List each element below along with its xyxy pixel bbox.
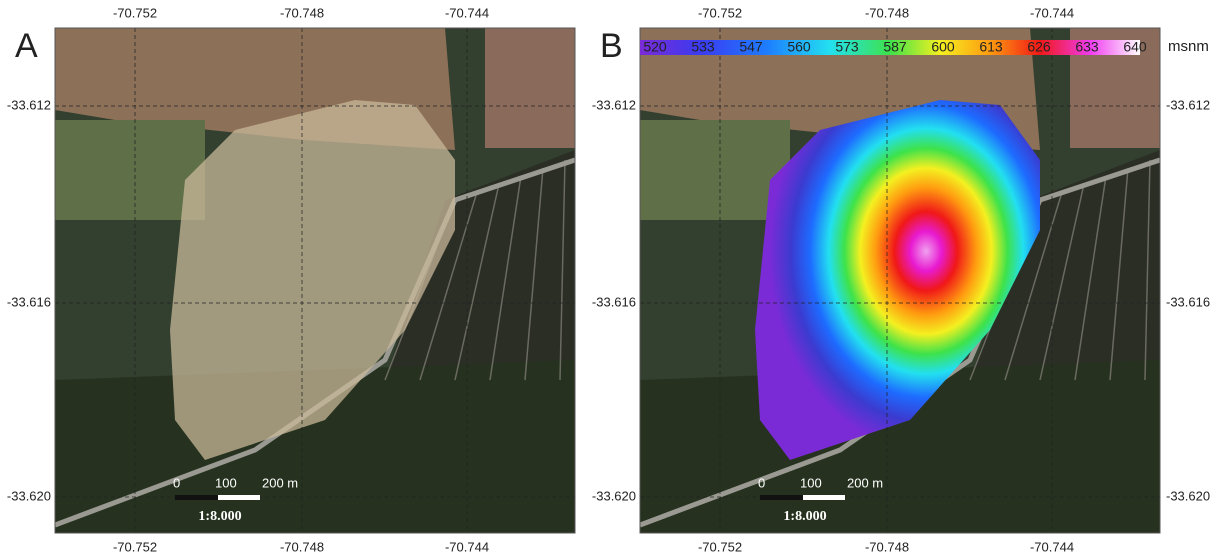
scale-bar-white <box>803 495 845 500</box>
figure: A -70.752 -70.748 -70.744 -70.752 -70.748 -70.… <box>0 0 1226 559</box>
colorbar-label: 533 <box>691 39 715 55</box>
colorbar-label: 573 <box>835 39 859 55</box>
top-tick-label: -70.744 <box>445 5 489 20</box>
scale-bar-white <box>218 495 260 500</box>
top-tick-label: -70.748 <box>280 5 324 20</box>
scale-label: 200 m <box>262 475 298 490</box>
scale-label: 0 <box>758 475 765 490</box>
scale-ratio: 1:8.000 <box>783 509 826 524</box>
bottom-tick-label: -70.748 <box>280 539 324 554</box>
left-tick-label: -33.616 <box>7 294 51 309</box>
right-tick-label: -33.616 <box>1166 294 1210 309</box>
scale-bar-black <box>760 495 803 500</box>
scale-label: 200 m <box>847 475 883 490</box>
top-tick-label: -70.752 <box>698 5 742 20</box>
scale-label: 0 <box>173 475 180 490</box>
colorbar-label: 600 <box>931 39 955 55</box>
scale-ratio: 1:8.000 <box>198 509 241 524</box>
left-tick-label: -33.620 <box>592 488 636 503</box>
field <box>485 28 575 148</box>
top-tick-label: -70.748 <box>865 5 909 20</box>
colorbar-label: 633 <box>1075 39 1099 55</box>
right-tick-label: -33.620 <box>1166 488 1210 503</box>
colorbar-label: 547 <box>739 39 763 55</box>
colorbar-label: 626 <box>1027 39 1051 55</box>
map-panel <box>55 28 575 533</box>
scale-label: 100 <box>800 475 822 490</box>
bottom-tick-label: -70.744 <box>1030 539 1074 554</box>
top-tick-label: -70.744 <box>1030 5 1074 20</box>
colorbar-label: 520 <box>643 39 667 55</box>
colorbar-label: 613 <box>979 39 1003 55</box>
colorbar-label: 640 <box>1123 39 1147 55</box>
left-tick-label: -33.612 <box>592 97 636 112</box>
bottom-tick-label: -70.752 <box>113 539 157 554</box>
left-tick-label: -33.620 <box>7 488 51 503</box>
panel-label: B <box>600 27 623 65</box>
scale-bar-black <box>175 495 218 500</box>
panel-label: A <box>15 27 38 65</box>
colorbar-unit: msnm <box>1168 38 1209 55</box>
scale-label: 100 <box>215 475 237 490</box>
map-panel <box>640 28 1160 533</box>
right-tick-label: -33.612 <box>1166 97 1210 112</box>
bottom-tick-label: -70.752 <box>698 539 742 554</box>
left-tick-label: -33.616 <box>592 294 636 309</box>
bottom-tick-label: -70.748 <box>865 539 909 554</box>
colorbar-label: 587 <box>883 39 907 55</box>
left-tick-label: -33.612 <box>7 97 51 112</box>
colorbar-label: 560 <box>787 39 811 55</box>
top-tick-label: -70.752 <box>113 5 157 20</box>
bottom-tick-label: -70.744 <box>445 539 489 554</box>
